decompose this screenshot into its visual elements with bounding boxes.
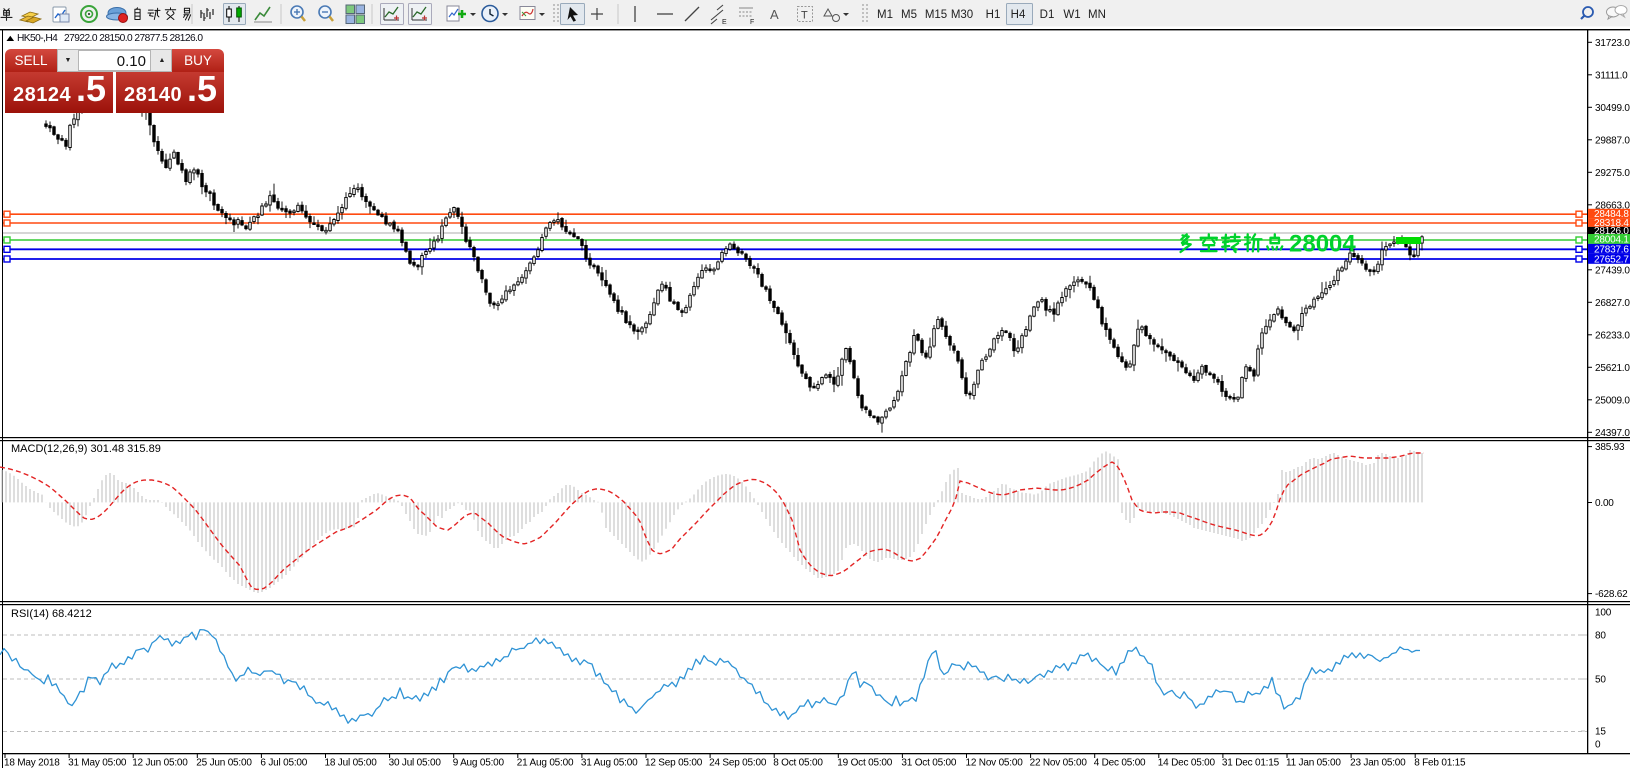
svg-text:-628.62: -628.62 [1595, 589, 1628, 600]
svg-text:18 May 2018: 18 May 2018 [4, 758, 60, 769]
svg-text:26827.0: 26827.0 [1595, 298, 1630, 309]
svg-text:18 Jul 05:00: 18 Jul 05:00 [325, 758, 378, 769]
svg-text:M15: M15 [925, 9, 947, 21]
svg-text:MACD(12,26,9) 301.48 315.89: MACD(12,26,9) 301.48 315.89 [11, 443, 161, 455]
svg-text:M30: M30 [951, 9, 973, 21]
svg-text:25621.0: 25621.0 [1595, 363, 1630, 374]
svg-text:E: E [722, 19, 727, 26]
svg-text:H4: H4 [1011, 9, 1026, 21]
svg-text:28004.1: 28004.1 [1594, 235, 1629, 246]
svg-text:29275.0: 29275.0 [1595, 168, 1630, 179]
svg-text:28318.4: 28318.4 [1594, 218, 1629, 229]
svg-text:A: A [770, 7, 779, 22]
svg-text:12 Sep 05:00: 12 Sep 05:00 [645, 758, 703, 769]
svg-text:H1: H1 [986, 9, 1001, 21]
svg-text:MN: MN [1088, 9, 1106, 21]
svg-text:31111.0: 31111.0 [1595, 70, 1628, 81]
svg-text:14 Dec 05:00: 14 Dec 05:00 [1158, 758, 1216, 769]
svg-text:31 Oct 05:00: 31 Oct 05:00 [901, 758, 956, 769]
svg-text:0: 0 [1595, 740, 1601, 751]
svg-text:30 Jul 05:00: 30 Jul 05:00 [389, 758, 442, 769]
svg-text:31723.0: 31723.0 [1595, 38, 1630, 49]
svg-text:4 Dec 05:00: 4 Dec 05:00 [1094, 758, 1146, 769]
svg-text:100: 100 [1595, 608, 1612, 619]
svg-text:31 Aug 05:00: 31 Aug 05:00 [581, 758, 638, 769]
svg-text:26233.0: 26233.0 [1595, 330, 1630, 341]
svg-text:23 Jan 05:00: 23 Jan 05:00 [1350, 758, 1406, 769]
svg-text:21 Aug 05:00: 21 Aug 05:00 [517, 758, 574, 769]
svg-text:11 Jan 05:00: 11 Jan 05:00 [1286, 758, 1341, 769]
svg-text:22 Nov 05:00: 22 Nov 05:00 [1030, 758, 1088, 769]
svg-text:15: 15 [1595, 727, 1606, 738]
svg-text:30499.0: 30499.0 [1595, 103, 1630, 114]
svg-text:W1: W1 [1063, 9, 1080, 21]
svg-text:50: 50 [1595, 675, 1606, 686]
svg-text:27652.7: 27652.7 [1594, 255, 1629, 266]
svg-text:HK50-,H4 27922.0 28150.0 278: HK50-,H4 27922.0 28150.0 27877.5 28126.0 [17, 33, 203, 44]
svg-text:25 Jun 05:00: 25 Jun 05:00 [196, 758, 252, 769]
svg-text:9 Aug 05:00: 9 Aug 05:00 [453, 758, 505, 769]
svg-text:28126.0: 28126.0 [1594, 226, 1629, 237]
svg-text:6 Jul 05:00: 6 Jul 05:00 [260, 758, 307, 769]
svg-text:25009.0: 25009.0 [1595, 395, 1630, 406]
svg-text:M5: M5 [901, 9, 917, 21]
svg-text:M1: M1 [877, 9, 893, 21]
svg-text:F: F [750, 19, 754, 26]
svg-text:12 Jun 05:00: 12 Jun 05:00 [132, 758, 188, 769]
svg-text:28663.0: 28663.0 [1595, 200, 1630, 211]
svg-text:19 Oct 05:00: 19 Oct 05:00 [837, 758, 892, 769]
svg-text:28004: 28004 [1289, 231, 1356, 258]
svg-text:24397.0: 24397.0 [1595, 428, 1630, 439]
svg-text:29887.0: 29887.0 [1595, 135, 1630, 146]
svg-text:28484.8: 28484.8 [1594, 209, 1629, 220]
svg-text:31 Dec 01:15: 31 Dec 01:15 [1222, 758, 1280, 769]
svg-text:385.93: 385.93 [1595, 442, 1625, 453]
svg-text:RSI(14) 68.4212: RSI(14) 68.4212 [11, 608, 92, 620]
svg-text:27837.6: 27837.6 [1594, 245, 1629, 256]
svg-text:8 Feb 01:15: 8 Feb 01:15 [1414, 758, 1466, 769]
svg-text:27439.0: 27439.0 [1595, 265, 1630, 276]
svg-text:T: T [801, 10, 808, 22]
svg-text:31 May 05:00: 31 May 05:00 [68, 758, 127, 769]
svg-text:80: 80 [1595, 631, 1606, 642]
svg-text:8 Oct 05:00: 8 Oct 05:00 [773, 758, 823, 769]
svg-text:12 Nov 05:00: 12 Nov 05:00 [966, 758, 1024, 769]
svg-text:D1: D1 [1040, 9, 1055, 21]
svg-text:0.00: 0.00 [1595, 498, 1614, 509]
svg-text:24 Sep 05:00: 24 Sep 05:00 [709, 758, 767, 769]
